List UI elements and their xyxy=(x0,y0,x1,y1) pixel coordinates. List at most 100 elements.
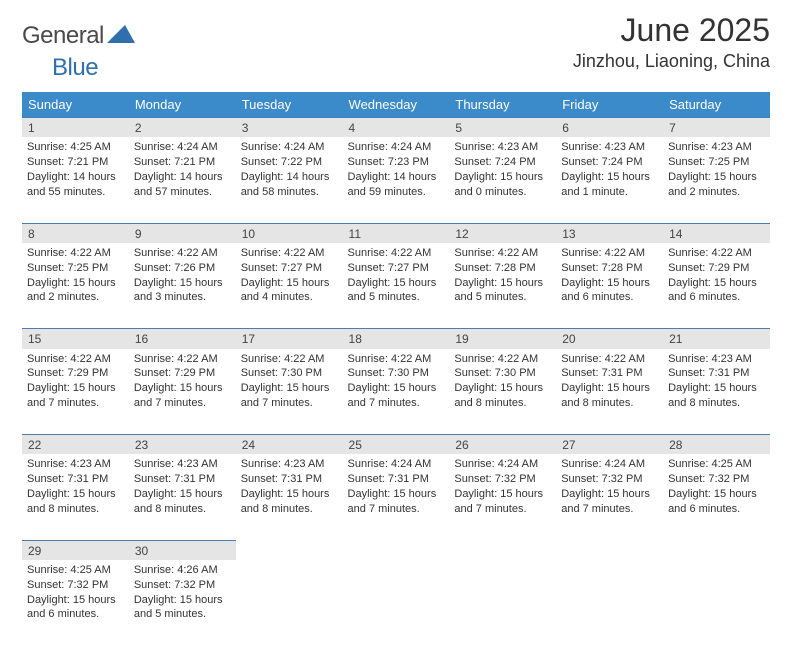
sunset-line: Sunset: 7:23 PM xyxy=(348,155,445,170)
sunset-line: Sunset: 7:26 PM xyxy=(134,261,231,276)
sunrise-line: Sunrise: 4:24 AM xyxy=(454,457,551,472)
sunrise-line: Sunrise: 4:25 AM xyxy=(27,563,124,578)
day-number-cell: 7 xyxy=(663,118,770,138)
sunset-line: Sunset: 7:32 PM xyxy=(27,578,124,593)
daylight-line: Daylight: 15 hours and 6 minutes. xyxy=(668,276,765,306)
weekday-header: Thursday xyxy=(449,92,556,118)
day-detail-cell: Sunrise: 4:24 AMSunset: 7:22 PMDaylight:… xyxy=(236,137,343,223)
day-number-cell: 6 xyxy=(556,118,663,138)
empty-cell xyxy=(556,560,663,646)
day-detail-cell: Sunrise: 4:23 AMSunset: 7:31 PMDaylight:… xyxy=(236,454,343,540)
sunset-line: Sunset: 7:32 PM xyxy=(561,472,658,487)
daylight-line: Daylight: 15 hours and 6 minutes. xyxy=(561,276,658,306)
day-detail-cell: Sunrise: 4:22 AMSunset: 7:29 PMDaylight:… xyxy=(129,349,236,435)
empty-cell xyxy=(343,560,450,646)
sunset-line: Sunset: 7:32 PM xyxy=(454,472,551,487)
weekday-header: Wednesday xyxy=(343,92,450,118)
day-number-cell: 16 xyxy=(129,329,236,349)
day-number-cell: 20 xyxy=(556,329,663,349)
day-number-cell: 23 xyxy=(129,435,236,455)
sunrise-line: Sunrise: 4:23 AM xyxy=(134,457,231,472)
sunrise-line: Sunrise: 4:24 AM xyxy=(134,140,231,155)
day-detail-cell: Sunrise: 4:24 AMSunset: 7:23 PMDaylight:… xyxy=(343,137,450,223)
empty-cell xyxy=(236,560,343,646)
calendar-table: SundayMondayTuesdayWednesdayThursdayFrid… xyxy=(22,92,770,646)
day-detail-row: Sunrise: 4:22 AMSunset: 7:25 PMDaylight:… xyxy=(22,243,770,329)
sunset-line: Sunset: 7:24 PM xyxy=(561,155,658,170)
sunrise-line: Sunrise: 4:24 AM xyxy=(348,140,445,155)
month-title: June 2025 xyxy=(573,12,770,49)
weekday-header: Saturday xyxy=(663,92,770,118)
sunset-line: Sunset: 7:31 PM xyxy=(561,366,658,381)
daylight-line: Daylight: 15 hours and 7 minutes. xyxy=(348,381,445,411)
daylight-line: Daylight: 15 hours and 6 minutes. xyxy=(27,593,124,623)
sunrise-line: Sunrise: 4:22 AM xyxy=(27,352,124,367)
day-number-cell: 17 xyxy=(236,329,343,349)
sunset-line: Sunset: 7:29 PM xyxy=(134,366,231,381)
sunrise-line: Sunrise: 4:24 AM xyxy=(348,457,445,472)
day-detail-cell: Sunrise: 4:22 AMSunset: 7:30 PMDaylight:… xyxy=(236,349,343,435)
brand-logo: General xyxy=(22,22,135,50)
sunrise-line: Sunrise: 4:24 AM xyxy=(561,457,658,472)
logo-word-2: Blue xyxy=(52,54,98,81)
daylight-line: Daylight: 14 hours and 57 minutes. xyxy=(134,170,231,200)
empty-cell xyxy=(343,540,450,560)
day-number-cell: 14 xyxy=(663,223,770,243)
day-detail-cell: Sunrise: 4:22 AMSunset: 7:29 PMDaylight:… xyxy=(22,349,129,435)
sunrise-line: Sunrise: 4:22 AM xyxy=(241,246,338,261)
daylight-line: Daylight: 15 hours and 8 minutes. xyxy=(454,381,551,411)
day-number-cell: 28 xyxy=(663,435,770,455)
day-detail-cell: Sunrise: 4:25 AMSunset: 7:32 PMDaylight:… xyxy=(22,560,129,646)
sunset-line: Sunset: 7:24 PM xyxy=(454,155,551,170)
day-number-cell: 22 xyxy=(22,435,129,455)
logo-triangle-icon xyxy=(107,25,135,48)
sunrise-line: Sunrise: 4:22 AM xyxy=(561,352,658,367)
day-detail-cell: Sunrise: 4:22 AMSunset: 7:27 PMDaylight:… xyxy=(343,243,450,329)
daylight-line: Daylight: 15 hours and 7 minutes. xyxy=(241,381,338,411)
sunrise-line: Sunrise: 4:23 AM xyxy=(241,457,338,472)
day-number-row: 891011121314 xyxy=(22,223,770,243)
sunset-line: Sunset: 7:21 PM xyxy=(134,155,231,170)
sunset-line: Sunset: 7:22 PM xyxy=(241,155,338,170)
day-detail-cell: Sunrise: 4:24 AMSunset: 7:21 PMDaylight:… xyxy=(129,137,236,223)
day-detail-cell: Sunrise: 4:23 AMSunset: 7:25 PMDaylight:… xyxy=(663,137,770,223)
day-detail-cell: Sunrise: 4:22 AMSunset: 7:31 PMDaylight:… xyxy=(556,349,663,435)
sunset-line: Sunset: 7:32 PM xyxy=(134,578,231,593)
sunset-line: Sunset: 7:29 PM xyxy=(668,261,765,276)
day-number-row: 15161718192021 xyxy=(22,329,770,349)
sunset-line: Sunset: 7:27 PM xyxy=(241,261,338,276)
day-number-cell: 11 xyxy=(343,223,450,243)
daylight-line: Daylight: 14 hours and 58 minutes. xyxy=(241,170,338,200)
day-number-cell: 24 xyxy=(236,435,343,455)
weekday-header: Tuesday xyxy=(236,92,343,118)
sunrise-line: Sunrise: 4:26 AM xyxy=(134,563,231,578)
day-number-cell: 25 xyxy=(343,435,450,455)
daylight-line: Daylight: 15 hours and 8 minutes. xyxy=(668,381,765,411)
day-detail-cell: Sunrise: 4:22 AMSunset: 7:28 PMDaylight:… xyxy=(449,243,556,329)
daylight-line: Daylight: 14 hours and 55 minutes. xyxy=(27,170,124,200)
sunrise-line: Sunrise: 4:22 AM xyxy=(27,246,124,261)
daylight-line: Daylight: 15 hours and 5 minutes. xyxy=(134,593,231,623)
day-number-cell: 13 xyxy=(556,223,663,243)
sunrise-line: Sunrise: 4:23 AM xyxy=(561,140,658,155)
day-number-row: 2930 xyxy=(22,540,770,560)
day-detail-cell: Sunrise: 4:22 AMSunset: 7:25 PMDaylight:… xyxy=(22,243,129,329)
day-detail-row: Sunrise: 4:23 AMSunset: 7:31 PMDaylight:… xyxy=(22,454,770,540)
daylight-line: Daylight: 15 hours and 8 minutes. xyxy=(134,487,231,517)
daylight-line: Daylight: 15 hours and 7 minutes. xyxy=(561,487,658,517)
day-number-row: 1234567 xyxy=(22,118,770,138)
daylight-line: Daylight: 15 hours and 0 minutes. xyxy=(454,170,551,200)
sunset-line: Sunset: 7:30 PM xyxy=(348,366,445,381)
location-subtitle: Jinzhou, Liaoning, China xyxy=(573,51,770,72)
daylight-line: Daylight: 15 hours and 4 minutes. xyxy=(241,276,338,306)
sunset-line: Sunset: 7:30 PM xyxy=(454,366,551,381)
sunrise-line: Sunrise: 4:23 AM xyxy=(454,140,551,155)
weekday-header: Monday xyxy=(129,92,236,118)
sunrise-line: Sunrise: 4:22 AM xyxy=(134,352,231,367)
day-number-cell: 5 xyxy=(449,118,556,138)
daylight-line: Daylight: 15 hours and 7 minutes. xyxy=(27,381,124,411)
sunset-line: Sunset: 7:31 PM xyxy=(668,366,765,381)
daylight-line: Daylight: 15 hours and 5 minutes. xyxy=(454,276,551,306)
sunset-line: Sunset: 7:29 PM xyxy=(27,366,124,381)
day-number-cell: 27 xyxy=(556,435,663,455)
